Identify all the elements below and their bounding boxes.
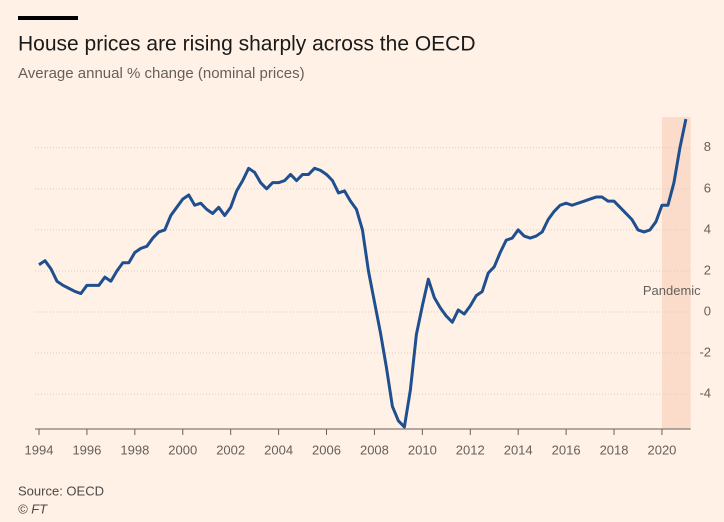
plot: Pandemic -4 -2 0 2 4 6 8 1994 1996 1998 2000 2002 200… bbox=[25, 117, 711, 457]
y-tick-label: 6 bbox=[704, 180, 711, 195]
title-bar bbox=[18, 16, 78, 20]
y-tick-label: 2 bbox=[704, 262, 711, 277]
chart-subtitle: Average annual % change (nominal prices) bbox=[18, 65, 305, 82]
x-tick-label: 2006 bbox=[312, 442, 341, 457]
chart-title: House prices are rising sharply across t… bbox=[18, 33, 476, 56]
x-tick-label: 2000 bbox=[168, 442, 197, 457]
x-tick-label: 2016 bbox=[552, 442, 581, 457]
credit: © FT bbox=[18, 501, 48, 516]
x-tick-label: 2020 bbox=[647, 442, 676, 457]
x-tick-label: 2004 bbox=[264, 442, 293, 457]
y-tick-label: -4 bbox=[699, 386, 711, 401]
line-series bbox=[38, 118, 688, 429]
x-tick-label: 1996 bbox=[72, 442, 101, 457]
x-tick-label: 2012 bbox=[456, 442, 485, 457]
x-tick-label: 2014 bbox=[504, 442, 533, 457]
x-tick-label: 2008 bbox=[360, 442, 389, 457]
y-tick-label: -2 bbox=[699, 344, 711, 359]
x-tick-label: 1994 bbox=[25, 442, 54, 457]
source: Source: OECD bbox=[18, 483, 104, 498]
x-tick-label: 1998 bbox=[120, 442, 149, 457]
shade-label: Pandemic bbox=[643, 283, 701, 298]
y-tick-label: 0 bbox=[704, 303, 711, 318]
x-tick-label: 2018 bbox=[600, 442, 629, 457]
y-tick-label: 4 bbox=[704, 221, 711, 236]
x-tick-label: 2010 bbox=[408, 442, 437, 457]
y-tick-label: 8 bbox=[704, 139, 711, 154]
x-tick-label: 2002 bbox=[216, 442, 245, 457]
